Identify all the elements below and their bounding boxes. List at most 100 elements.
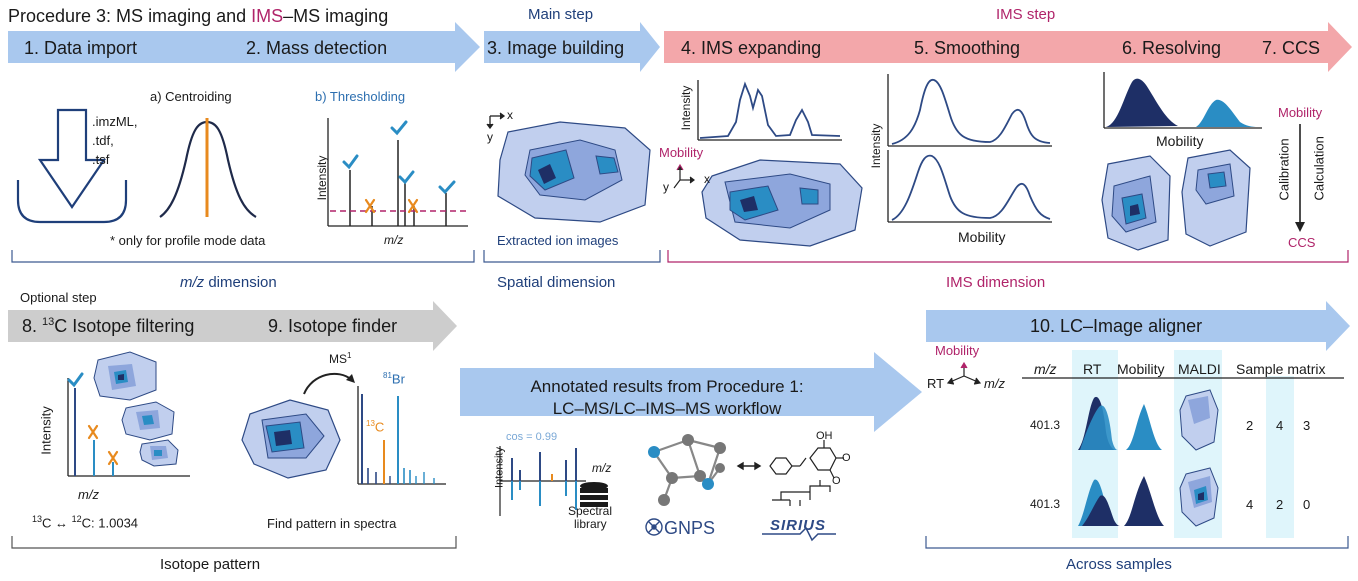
sirius-logo-text: SIRIUS: [770, 517, 827, 534]
row1-matrix-1: 2: [1246, 418, 1254, 433]
step-arrow-1-2: [8, 22, 480, 72]
ims-step-header: IMS step: [996, 6, 1056, 23]
sirius-logo-underline: [762, 526, 836, 542]
col-header-maldi: MALDI: [1178, 361, 1221, 377]
ms1-label: MS1: [329, 351, 352, 366]
figure-title: Procedure 3: MS imaging and IMS–MS imagi…: [8, 7, 388, 25]
step-5-label: 5. Smoothing: [914, 38, 1021, 58]
ims-expanding-x-label: x: [704, 172, 710, 186]
spatial-dimension-label: Spatial dimension: [497, 274, 616, 291]
centroiding-label: a) Centroiding: [150, 89, 232, 104]
image-y-axis-label: y: [487, 130, 493, 144]
ccs-arrow: [1295, 124, 1305, 232]
step-7-label: 7. CCS: [1262, 38, 1321, 58]
profile-mode-note: * only for profile mode data: [110, 233, 266, 248]
rt-peaks-row1: [1078, 396, 1118, 450]
isotope-images: [93, 351, 179, 467]
c13-label: 13C: [366, 419, 385, 435]
aligner-mobility-label: Mobility: [935, 343, 980, 358]
ims-expanded-image: [701, 159, 863, 247]
smoothing-y-label: Intensity: [869, 123, 883, 169]
hydroxyl-label: OH: [816, 430, 833, 442]
resolved-image-2: [1181, 149, 1251, 247]
step-9-label: 9. Isotope finder: [268, 316, 398, 336]
gnps-logo-icon: [645, 518, 663, 536]
col-header-sample-matrix: Sample matrix: [1236, 361, 1326, 377]
resolving-x-label: Mobility: [1156, 133, 1204, 149]
ms1-sup: 1: [347, 351, 352, 360]
step-10-label: 10. LC–Image aligner: [1030, 316, 1203, 336]
br-text: Br: [391, 371, 405, 387]
isotope-filter-x-label: m/z: [78, 487, 99, 502]
ms1-text: MS: [329, 352, 347, 366]
isotope-pattern-bracket: [11, 536, 457, 549]
step-4-label: 4. IMS expanding: [681, 38, 822, 58]
sirius-tree: [772, 480, 831, 506]
step-3-label: 3. Image building: [487, 38, 625, 58]
across-samples-label: Across samples: [1066, 556, 1172, 573]
calculation-label: Calculation: [1311, 136, 1327, 201]
step-8-suffix: C Isotope filtering: [54, 316, 195, 336]
maldi-image-row2: [1179, 467, 1219, 527]
spectral-library-line-2: library: [574, 517, 607, 531]
matrix-column-highlight: [1266, 376, 1294, 538]
row1-matrix-2: 4: [1276, 418, 1284, 433]
mz-dimension-label: m/z dimension: [180, 275, 277, 290]
ratio-sup-1: 13: [32, 514, 43, 524]
cosine-score: cos = 0.99: [506, 431, 558, 443]
isotope-filter-plot: [67, 372, 190, 477]
rt-peaks-row2: [1078, 479, 1120, 526]
ims-expanding-y-label: Intensity: [679, 85, 693, 131]
thresholding-y-label: Intensity: [315, 155, 329, 201]
extracted-ion-image: [497, 121, 651, 223]
thresholding-x-label: m/z: [384, 233, 404, 247]
spectral-library-line-1: Spectral: [568, 504, 613, 518]
ims-dimension-label: IMS dimension: [946, 274, 1046, 291]
mobility-peak-row2: [1124, 476, 1164, 526]
row2-matrix-2: 2: [1276, 497, 1284, 512]
maldi-image-row1: [1179, 389, 1219, 451]
annotated-results-arrow: [460, 352, 922, 432]
thresholding-label: b) Thresholding: [315, 89, 406, 104]
data-import-icon: [16, 108, 128, 224]
database-icon: [580, 482, 608, 507]
isotope-finder-image: [241, 399, 341, 479]
ratio-sup-2: 12: [71, 514, 82, 524]
step-arrow-4-7: [664, 22, 1352, 72]
title-ims: IMS: [251, 6, 284, 26]
gnps-logo-text: GNPS: [664, 518, 716, 538]
col-header-mz: m/z: [1034, 361, 1057, 377]
smoothing-x-label: Mobility: [958, 229, 1006, 245]
c-text: C: [374, 419, 385, 435]
step-8-sup: 13: [42, 316, 55, 328]
aligner-rt-axis-label: RT: [927, 376, 945, 391]
oxygen-label-1: O: [842, 452, 851, 464]
find-pattern-caption: Find pattern in spectra: [267, 516, 397, 531]
step-6-label: 6. Resolving: [1122, 38, 1222, 58]
c-sup: 13: [366, 419, 375, 428]
row1-mz: 401.3: [1030, 418, 1061, 432]
ext-tsf: .tsf: [92, 152, 110, 167]
step-2-label: 2. Mass detection: [246, 38, 388, 58]
ratio-end: C: 1.0034: [81, 515, 139, 531]
br-sup: 81: [383, 371, 392, 380]
row2-matrix-1: 4: [1246, 497, 1254, 512]
col-header-rt: RT: [1083, 361, 1102, 377]
spectral-match-plot: [499, 446, 586, 516]
title-prefix: Procedure 3: MS imaging and: [8, 6, 252, 26]
ccs-mobility-label: Mobility: [1278, 105, 1323, 120]
ims-expanding-y-axis-label: y: [663, 180, 669, 194]
ext-imzml: .imzML,: [92, 114, 138, 129]
mobility-peak-row1: [1126, 404, 1162, 450]
aligner-mz-axis-label: m/z: [984, 376, 1005, 391]
step-1-label: 1. Data import: [24, 38, 138, 58]
molecular-network: [648, 434, 726, 506]
mz-dimension-suffix: dimension: [204, 274, 277, 291]
row1-matrix-3: 3: [1303, 418, 1311, 433]
annotated-results-line-2: LC–MS/LC–IMS–MS workflow: [552, 399, 782, 418]
smoothing-plots: [887, 74, 1052, 223]
step-arrow-8-9: [8, 301, 457, 351]
ms1-arrow: [303, 372, 355, 395]
